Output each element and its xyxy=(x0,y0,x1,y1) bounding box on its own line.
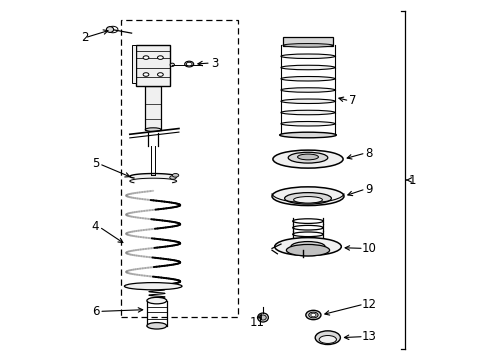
Text: 10: 10 xyxy=(362,242,377,255)
Ellipse shape xyxy=(143,56,149,59)
Ellipse shape xyxy=(170,63,174,67)
Bar xyxy=(132,45,136,83)
Text: 2: 2 xyxy=(81,31,89,44)
Ellipse shape xyxy=(185,61,194,67)
Ellipse shape xyxy=(281,110,335,115)
Ellipse shape xyxy=(294,197,322,203)
Ellipse shape xyxy=(147,323,167,329)
Text: 5: 5 xyxy=(92,157,99,170)
Ellipse shape xyxy=(172,174,179,177)
Ellipse shape xyxy=(281,65,335,70)
Ellipse shape xyxy=(286,244,330,256)
Ellipse shape xyxy=(124,283,182,290)
Ellipse shape xyxy=(281,133,335,137)
Ellipse shape xyxy=(291,242,325,252)
Ellipse shape xyxy=(186,62,192,66)
Ellipse shape xyxy=(147,297,167,304)
Ellipse shape xyxy=(306,310,321,320)
Ellipse shape xyxy=(285,193,331,204)
Ellipse shape xyxy=(319,336,337,343)
Ellipse shape xyxy=(145,128,161,131)
Ellipse shape xyxy=(309,312,318,318)
Ellipse shape xyxy=(170,176,176,179)
Text: 1: 1 xyxy=(409,174,416,186)
Ellipse shape xyxy=(281,122,335,126)
Ellipse shape xyxy=(157,73,163,76)
Bar xyxy=(136,45,171,86)
Ellipse shape xyxy=(281,77,335,81)
Bar xyxy=(121,20,238,317)
Ellipse shape xyxy=(260,315,266,320)
Ellipse shape xyxy=(272,187,344,206)
Text: 12: 12 xyxy=(362,298,377,311)
Text: 6: 6 xyxy=(92,305,99,318)
Ellipse shape xyxy=(281,54,335,59)
Text: 7: 7 xyxy=(349,94,357,107)
Ellipse shape xyxy=(297,154,318,160)
Ellipse shape xyxy=(281,88,335,92)
Bar xyxy=(145,86,161,130)
Ellipse shape xyxy=(273,150,343,168)
Text: 3: 3 xyxy=(211,57,218,69)
Bar xyxy=(283,37,333,46)
Text: 4: 4 xyxy=(92,220,99,233)
Ellipse shape xyxy=(311,313,316,317)
Text: 8: 8 xyxy=(366,147,373,159)
Ellipse shape xyxy=(315,331,341,345)
Text: 9: 9 xyxy=(366,183,373,195)
Text: 11: 11 xyxy=(250,316,265,329)
Ellipse shape xyxy=(258,313,269,322)
Ellipse shape xyxy=(283,44,333,47)
Ellipse shape xyxy=(280,132,336,138)
Ellipse shape xyxy=(143,73,149,76)
Ellipse shape xyxy=(157,56,163,59)
Text: 13: 13 xyxy=(362,330,377,343)
Ellipse shape xyxy=(275,238,342,256)
Ellipse shape xyxy=(281,99,335,104)
Ellipse shape xyxy=(288,152,328,163)
Ellipse shape xyxy=(106,27,114,32)
